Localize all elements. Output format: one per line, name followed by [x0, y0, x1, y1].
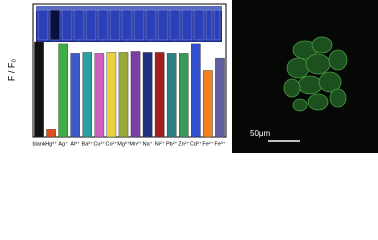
bar	[130, 51, 141, 138]
x-tick-label: Na⁺	[143, 140, 153, 147]
x-tick-label: Cu²⁺	[93, 140, 105, 147]
bar	[166, 53, 177, 138]
bar	[118, 52, 129, 138]
bar	[82, 52, 93, 138]
bar	[142, 52, 153, 138]
x-tick-label: Ni²⁺	[155, 140, 165, 147]
x-tick-label: Ba²⁺	[82, 140, 94, 147]
x-tick-label: blank	[32, 141, 45, 147]
x-tick-label: Co²⁺	[106, 140, 118, 147]
bar	[203, 70, 213, 138]
x-tick-label: Fe²⁺	[202, 140, 213, 147]
bar	[94, 53, 105, 138]
figure: F / F₀ blank Hg²⁺ Ag⁺ Al³⁺ Ba²⁺ Cu²⁺ Co²⁺ Mg²⁺ Mn…	[6, 0, 378, 153]
x-tick-label: Al³⁺	[70, 140, 80, 147]
bar	[46, 129, 56, 138]
x-tick-label: Mg²⁺	[117, 140, 129, 147]
x-tick-label: Fe³⁺	[214, 140, 225, 147]
x-tick-label: Cd²⁺	[190, 140, 202, 147]
bar	[106, 52, 117, 138]
x-tick-label: Hg²⁺	[45, 140, 57, 147]
bar	[215, 57, 225, 138]
x-tick-label: Mn²⁺	[129, 140, 141, 147]
x-tick-label: Zn²⁺	[178, 140, 189, 147]
x-tick-label: Pb²⁺	[166, 140, 178, 147]
bar	[191, 43, 201, 138]
bar	[154, 52, 165, 138]
y-axis-label: F / F₀	[6, 59, 16, 81]
plot-frame	[32, 3, 227, 138]
microscopy-image	[232, 0, 378, 153]
bar	[34, 41, 44, 138]
x-tick-label: Ag⁺	[58, 140, 68, 147]
vial-photo	[36, 6, 222, 42]
bar	[70, 53, 81, 138]
bar	[58, 43, 68, 138]
scale-bar-label: 50μm	[250, 129, 271, 138]
bar	[178, 53, 189, 138]
